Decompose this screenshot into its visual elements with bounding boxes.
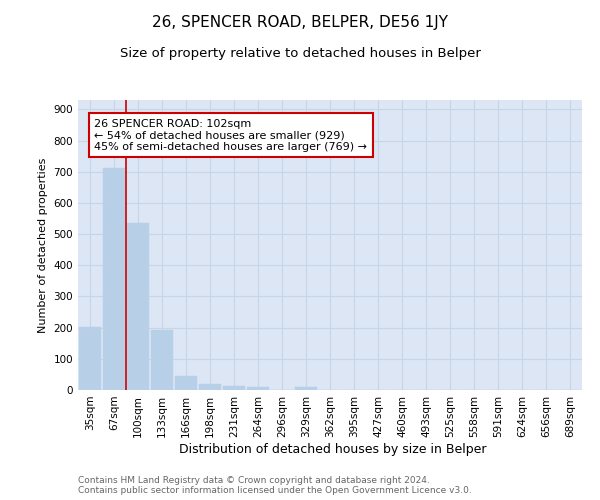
Y-axis label: Number of detached properties: Number of detached properties (38, 158, 48, 332)
Bar (295, 387, 317, 390)
Bar (79, 328, 101, 390)
Text: Size of property relative to detached houses in Belper: Size of property relative to detached ho… (119, 48, 481, 60)
Bar (199, 384, 221, 390)
Text: 26, SPENCER ROAD, BELPER, DE56 1JY: 26, SPENCER ROAD, BELPER, DE56 1JY (152, 15, 448, 30)
Bar (151, 330, 173, 390)
Bar (247, 386, 269, 390)
Text: Contains HM Land Registry data © Crown copyright and database right 2024.
Contai: Contains HM Land Registry data © Crown c… (78, 476, 472, 495)
Bar (103, 168, 125, 390)
Bar (175, 376, 197, 390)
Text: Distribution of detached houses by size in Belper: Distribution of detached houses by size … (179, 442, 487, 456)
Bar (223, 386, 245, 390)
Bar (127, 222, 149, 390)
Text: 26 SPENCER ROAD: 102sqm
← 54% of detached houses are smaller (929)
45% of semi-d: 26 SPENCER ROAD: 102sqm ← 54% of detache… (94, 118, 367, 152)
